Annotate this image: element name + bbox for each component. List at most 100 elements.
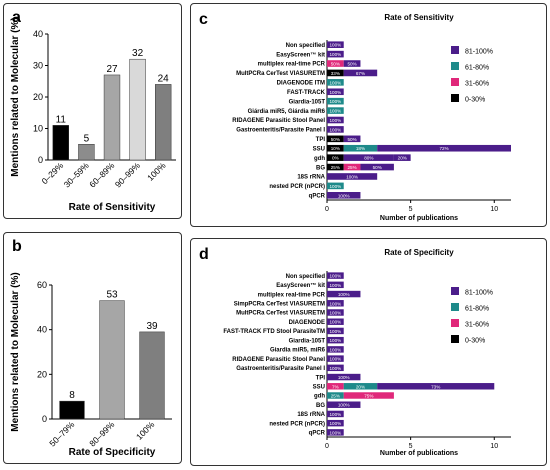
segment-label: 25%	[347, 165, 356, 170]
legend-label: 31-60%	[465, 322, 489, 329]
x-tick-label: 60–89%	[87, 160, 116, 189]
legend-label: 0-30%	[465, 97, 485, 104]
segment-label: 100%	[329, 320, 341, 325]
panel-d: d Rate of Specificity 0 5 10 Number of public…	[190, 238, 547, 466]
segment-label: 100%	[329, 357, 341, 362]
category-label: Gastroenteritis/Parasite Panel I	[236, 128, 325, 134]
category-label: nested PCR (nPCR)	[269, 421, 325, 427]
legend-swatch	[451, 319, 459, 327]
chart-title: Rate of Sensitivity	[384, 13, 454, 22]
segment-label: 100%	[329, 347, 341, 352]
bar-segment	[343, 163, 361, 171]
chart-b: b 0 20 40 60 Mentions related to Molecular (%…	[10, 238, 172, 458]
category-label: RIDAGENE Parasitic Stool Panel	[232, 118, 325, 124]
bar-segment	[327, 290, 361, 298]
y-tick-label: 40	[37, 325, 47, 335]
bar-segment	[327, 144, 344, 152]
x-tick-label: 0	[325, 443, 329, 450]
category-label: 18S rRNA	[297, 412, 325, 418]
x-tick-label: 80–99%	[87, 419, 116, 448]
y-tick-label: 20	[33, 92, 43, 102]
panel-letter: b	[12, 238, 22, 255]
x-tick-label: 5	[409, 443, 413, 450]
x-tick-label: 90–99%	[113, 160, 142, 189]
panel-c: c Rate of Sensitivity 0 5 10 Number of public…	[190, 3, 547, 227]
segment-label: 50%	[373, 165, 382, 170]
x-axis-label: Rate of Sensitivity	[69, 202, 156, 213]
legend-label: 0-30%	[465, 338, 485, 345]
y-tick-label: 30	[33, 61, 43, 71]
bar-segment	[360, 163, 394, 171]
x-tick-label: 100%	[134, 419, 157, 442]
legend-swatch	[451, 62, 459, 70]
category-label: BG	[316, 403, 325, 409]
y-tick-label: 0	[38, 155, 43, 165]
segment-label: 100%	[346, 174, 358, 179]
segment-label: 100%	[329, 421, 341, 426]
x-tick-label: 5	[409, 206, 413, 213]
bar-segment	[327, 126, 344, 133]
segment-label: 100%	[338, 292, 350, 297]
bar-value-label: 39	[146, 321, 158, 332]
segment-label: 0%	[332, 156, 339, 161]
segment-label: 50%	[331, 137, 340, 142]
segment-label: 7%	[332, 384, 339, 389]
bar-segment	[377, 144, 511, 152]
panel-letter: a	[12, 9, 21, 26]
category-label: gdh	[314, 394, 325, 400]
segment-label: 100%	[329, 311, 341, 316]
category-label: DIAGENODE ITM	[277, 81, 325, 87]
bar-value-label: 27	[106, 64, 118, 75]
chart-title: Rate of Specificity	[384, 248, 454, 257]
bar-segment	[327, 135, 344, 143]
category-label: DIAGENODE	[289, 320, 325, 326]
legend-label: 31-60%	[465, 81, 489, 88]
category-label: MultPCRa CerTest VIASURETM	[236, 311, 325, 317]
bar-value-label: 32	[132, 48, 144, 59]
bar-segment	[343, 383, 378, 390]
category-label: FAST-TRACK	[287, 90, 326, 96]
legend-swatch	[451, 46, 459, 54]
segment-label: 50%	[347, 62, 356, 67]
chart-a: a 0 10 20 30 40 Mentions related to Molecular …	[10, 9, 176, 213]
category-label: Non specified	[286, 43, 326, 49]
bar-segment	[327, 401, 361, 408]
bar-segment	[327, 182, 344, 190]
category-label: BG	[316, 165, 325, 171]
category-label: qPCR	[309, 431, 326, 437]
legend-swatch	[451, 78, 459, 86]
x-axis-label: Rate of Specificity	[69, 447, 156, 458]
bar-segment	[343, 154, 394, 161]
y-tick-label: 40	[33, 29, 43, 39]
panel-letter: c	[199, 11, 208, 28]
segment-label: 20%	[398, 156, 407, 161]
segment-label: 25%	[331, 394, 340, 399]
y-tick-label: 20	[37, 369, 47, 379]
category-label: Gastroenteritis/Parasite Panel I	[236, 366, 325, 372]
x-tick-label: 100%	[145, 160, 168, 183]
legend-label: 81-100%	[465, 49, 493, 56]
category-label: TPI	[316, 375, 326, 381]
segment-label: 80%	[364, 156, 373, 161]
bar-segment	[327, 163, 344, 171]
bar-segment	[327, 154, 344, 161]
segment-label: 100%	[329, 274, 341, 279]
segment-label: 10%	[331, 146, 340, 151]
bar-segment	[327, 281, 344, 289]
category-label: EasyScreen™ kit	[276, 282, 325, 289]
category-label: gdh	[314, 156, 325, 162]
bar-segment	[327, 309, 344, 316]
bar-segment	[327, 69, 344, 77]
segment-label: 100%	[338, 403, 350, 408]
category-label: SSU	[313, 146, 325, 152]
panel-letter: d	[199, 246, 209, 263]
segment-label: 100%	[329, 90, 341, 95]
segment-label: 100%	[329, 301, 341, 306]
segment-label: 100%	[329, 338, 341, 343]
bar-segment	[327, 300, 344, 307]
bar-segment	[327, 192, 361, 199]
segment-label: 72%	[439, 146, 448, 151]
category-label: Giardia miR5, miR6	[270, 348, 326, 354]
segment-label: 100%	[338, 193, 350, 198]
segment-label: 100%	[329, 430, 341, 435]
